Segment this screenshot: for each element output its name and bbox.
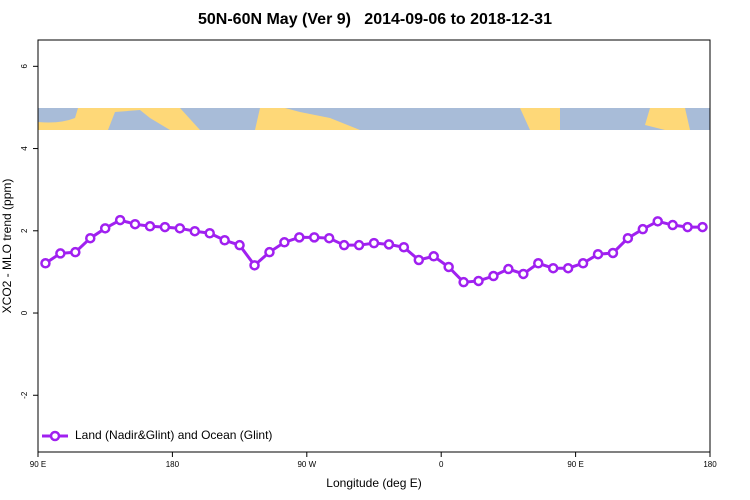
data-point <box>533 258 544 269</box>
x-tick-label: 180 <box>166 460 180 469</box>
x-tick-label: 90 E <box>30 460 46 469</box>
chart-title: 50N-60N May (Ver 9) 2014-09-06 to 2018-1… <box>198 11 552 28</box>
data-point <box>219 234 230 246</box>
x-tick-label: 90 W <box>297 460 316 469</box>
data-point <box>353 239 365 251</box>
data-point <box>40 258 51 269</box>
y-tick-label: 2 <box>20 228 29 233</box>
data-point <box>368 237 380 249</box>
data-point <box>55 248 66 259</box>
data-point <box>264 246 275 258</box>
data-point <box>70 246 81 258</box>
data-point <box>413 254 425 266</box>
data-point <box>682 221 693 233</box>
legend-label: Land (Nadir&Glint) and Ocean (Glint) <box>75 428 272 442</box>
legend-marker <box>49 430 61 442</box>
data-point <box>428 251 439 262</box>
data-point <box>443 261 454 273</box>
data-point <box>383 239 395 250</box>
data-point <box>114 214 126 226</box>
data-point <box>592 248 604 260</box>
data-point <box>607 247 619 259</box>
y-tick-label: 4 <box>20 146 29 151</box>
data-point <box>99 223 111 234</box>
data-point <box>129 218 141 230</box>
data-point <box>398 241 410 253</box>
plot-frame <box>37 39 711 453</box>
data-point <box>577 258 589 269</box>
data-point <box>518 268 529 280</box>
y-tick-label: -2 <box>20 391 29 399</box>
x-axis-title: Longitude (deg E) <box>326 476 421 490</box>
x-tick-label: 0 <box>439 460 444 469</box>
series-line <box>44 218 703 284</box>
data-point <box>338 239 350 251</box>
data-point <box>503 263 514 275</box>
data-point <box>323 232 335 244</box>
data-point <box>667 219 678 231</box>
data-point <box>294 232 305 243</box>
data-point <box>234 239 245 251</box>
data-point <box>473 275 484 287</box>
data-point <box>697 221 708 233</box>
x-tick-label: 90 E <box>567 460 583 469</box>
y-tick-label: 6 <box>20 64 29 69</box>
y-tick-label: 0 <box>20 310 29 315</box>
data-point <box>159 221 171 233</box>
data-point <box>144 221 156 232</box>
data-point <box>547 262 559 274</box>
map-strip <box>38 108 710 130</box>
y-axis-title: XCO2 - MLO trend (ppm) <box>0 179 14 314</box>
data-point <box>249 260 260 271</box>
data-point <box>562 262 574 274</box>
data-point <box>652 216 663 227</box>
data-point <box>458 276 469 288</box>
data-point <box>488 270 499 282</box>
data-point <box>174 223 186 234</box>
data-point <box>204 228 215 239</box>
data-point <box>309 232 320 243</box>
x-tick-label: 180 <box>703 460 717 469</box>
data-point <box>85 232 96 244</box>
data-point <box>637 223 649 235</box>
data-point <box>622 232 634 244</box>
data-point <box>189 225 201 237</box>
data-point <box>279 237 290 248</box>
